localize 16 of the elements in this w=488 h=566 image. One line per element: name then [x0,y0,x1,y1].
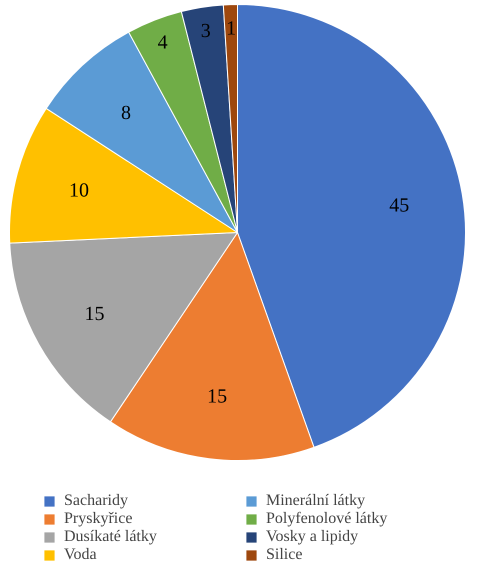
data-label: 1 [226,17,236,40]
legend-label: Silice [266,546,304,564]
data-label: 10 [69,180,90,202]
legend-label: Voda [64,546,98,564]
data-label: 3 [200,20,211,42]
data-label: 15 [84,303,104,326]
data-label: 8 [121,102,132,124]
data-label: 45 [389,194,410,217]
legend-label: Minerální látky [266,492,366,510]
legend-label: Dusíkaté látky [64,528,158,546]
legend-label: Polyfenolové látky [266,510,388,528]
legend-label: Vosky a lipidy [266,528,360,546]
data-label: 15 [207,385,228,408]
legend-label: Pryskyřice [64,510,134,528]
data-label: 4 [158,31,168,54]
legend-label: Sacharidy [64,492,129,510]
